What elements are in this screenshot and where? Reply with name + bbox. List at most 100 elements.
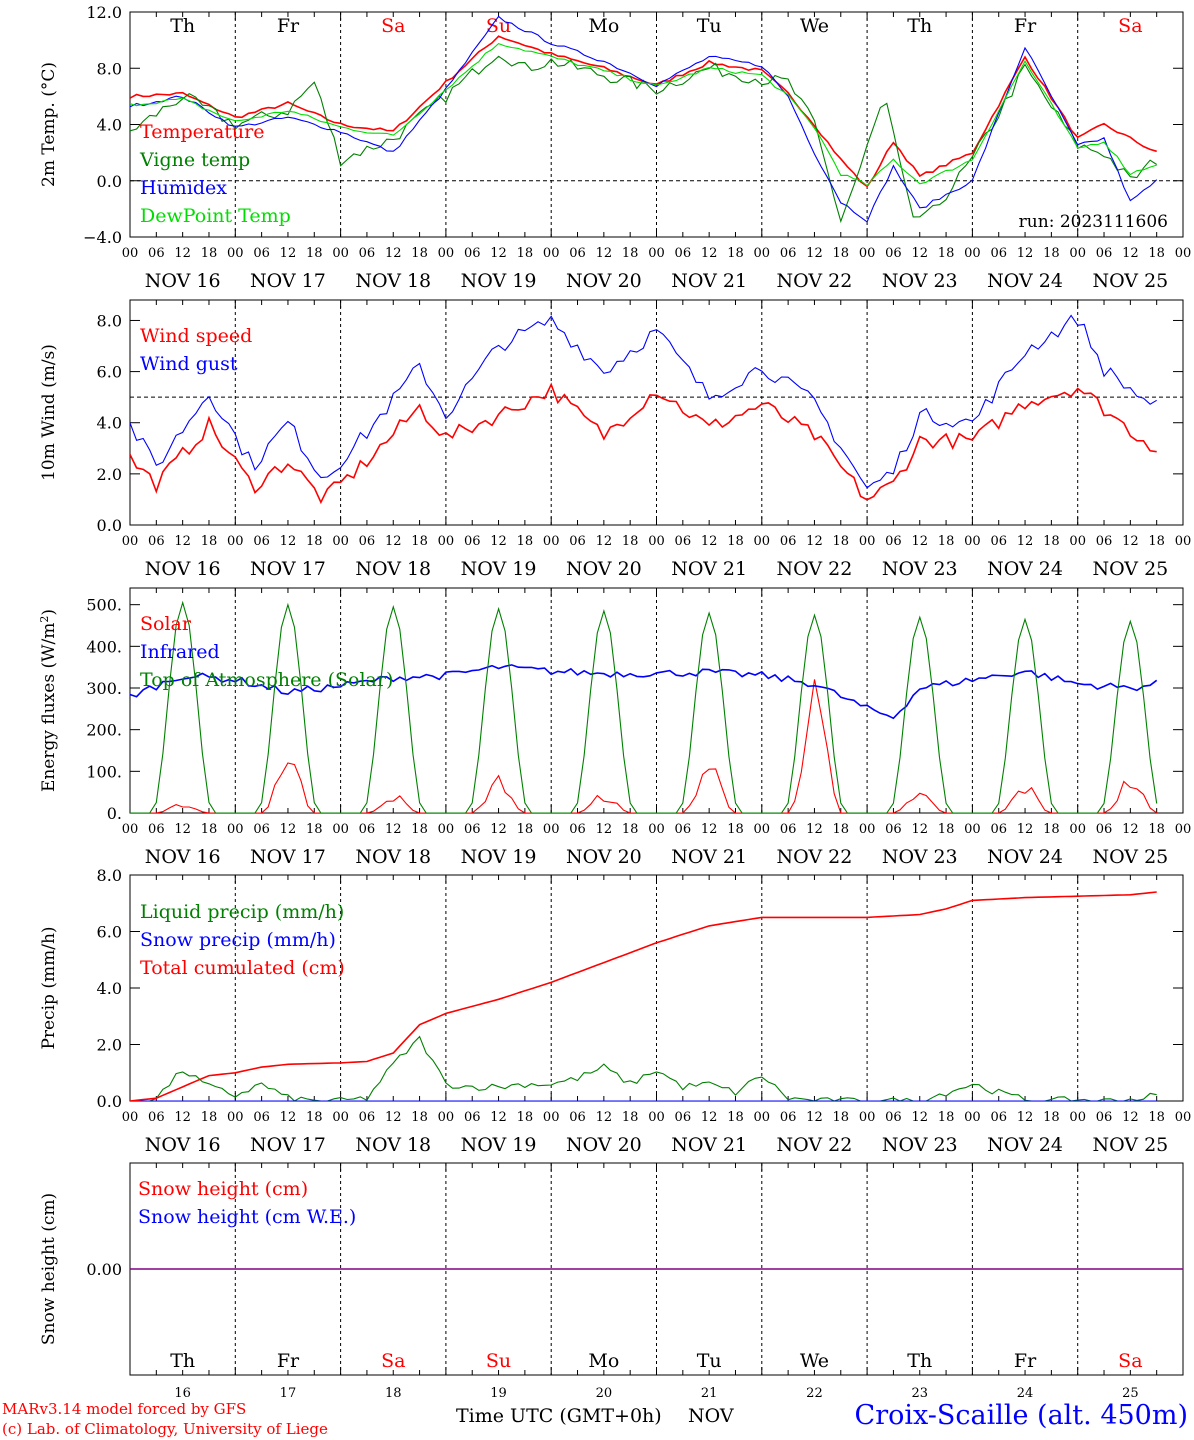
- date-label: NOV 16: [145, 270, 221, 292]
- date-label: NOV 18: [355, 846, 431, 868]
- date-label: NOV 25: [1092, 270, 1168, 292]
- date-label: NOV 19: [461, 558, 537, 580]
- y-tick-label: 4.0: [97, 979, 122, 998]
- hour-tick-label: 12: [174, 534, 191, 549]
- y-axis-label: Precip (mm/h): [39, 926, 59, 1049]
- hour-tick-label: 00: [648, 534, 665, 549]
- date-label: NOV 21: [671, 1134, 747, 1156]
- weekday-label: Mo: [588, 1350, 619, 1372]
- date-label: NOV 20: [566, 558, 642, 580]
- hour-tick-label: 00: [438, 822, 455, 837]
- lab-credit: (c) Lab. of Climatology, University of L…: [2, 1420, 328, 1438]
- date-label: NOV 24: [987, 558, 1063, 580]
- hour-tick-label: 12: [1122, 1110, 1139, 1125]
- weekday-label: Su: [486, 1350, 511, 1372]
- hour-tick-label: 12: [490, 246, 507, 261]
- hour-tick-label: 18: [727, 1110, 744, 1125]
- y-tick-label: 400.: [86, 637, 122, 656]
- hour-tick-label: 00: [227, 1110, 244, 1125]
- hour-tick-label: 00: [1069, 534, 1086, 549]
- hour-tick-label: 00: [964, 246, 981, 261]
- series-line-solar: [130, 679, 1158, 813]
- hour-tick-label: 06: [675, 1110, 692, 1125]
- legend-entry: Snow precip (mm/h): [140, 929, 336, 951]
- hour-tick-label: 12: [1122, 822, 1139, 837]
- date-label: NOV 16: [145, 558, 221, 580]
- y-tick-label: 0.0: [97, 172, 122, 191]
- date-label: NOV 22: [777, 846, 853, 868]
- hour-tick-label: 18: [411, 1110, 428, 1125]
- legend-entry: Top of Atmosphere (Solar): [140, 669, 393, 691]
- hour-tick-label: 12: [174, 1110, 191, 1125]
- hour-tick-label: 06: [359, 822, 376, 837]
- hour-tick-label: 12: [806, 534, 823, 549]
- weekday-label: Th: [907, 15, 932, 37]
- hour-tick-label: 06: [780, 246, 797, 261]
- hour-tick-label: 06: [569, 1110, 586, 1125]
- hour-tick-label: 18: [517, 822, 534, 837]
- hour-tick-label: 18: [833, 822, 850, 837]
- legend-entry: DewPoint Temp: [140, 205, 291, 227]
- hour-tick-label: 06: [464, 246, 481, 261]
- hour-tick-label: 00: [438, 534, 455, 549]
- hour-tick-label: 18: [622, 822, 639, 837]
- hour-tick-label: 06: [148, 822, 165, 837]
- hour-tick-label: 18: [1043, 1110, 1060, 1125]
- hour-tick-label: 06: [569, 246, 586, 261]
- series-line-dewpoint-temp: [130, 42, 1157, 187]
- hour-tick-label: 12: [280, 822, 297, 837]
- hour-tick-label: 06: [1096, 822, 1113, 837]
- hour-tick-label: 18: [1148, 1110, 1165, 1125]
- hour-tick-label: 00: [227, 246, 244, 261]
- day-number-label: 17: [280, 1386, 297, 1401]
- weekday-label: Fr: [277, 15, 300, 37]
- hour-tick-label: 18: [1043, 822, 1060, 837]
- legend-entry: Liquid precip (mm/h): [140, 901, 344, 923]
- date-label: NOV 17: [250, 558, 326, 580]
- legend-entry: Total cumulated (cm): [140, 957, 345, 979]
- date-label: NOV 24: [987, 1134, 1063, 1156]
- hour-tick-label: 00: [754, 534, 771, 549]
- hour-tick-label: 12: [385, 1110, 402, 1125]
- date-label: NOV 21: [671, 558, 747, 580]
- weekday-label: Fr: [1014, 1350, 1037, 1372]
- hour-tick-label: 06: [990, 534, 1007, 549]
- hour-tick-label: 06: [990, 1110, 1007, 1125]
- hour-tick-label: 06: [990, 246, 1007, 261]
- hour-tick-label: 18: [1148, 246, 1165, 261]
- weekday-label: Sa: [381, 15, 405, 37]
- hour-tick-label: 00: [122, 534, 139, 549]
- hour-tick-label: 12: [596, 822, 613, 837]
- date-label: NOV 25: [1092, 558, 1168, 580]
- hour-tick-label: 12: [911, 822, 928, 837]
- hour-tick-label: 06: [780, 822, 797, 837]
- hour-tick-label: 06: [569, 534, 586, 549]
- day-number-label: 24: [1017, 1386, 1034, 1401]
- hour-tick-label: 06: [253, 822, 270, 837]
- day-number-label: 19: [490, 1386, 507, 1401]
- hour-tick-label: 00: [438, 1110, 455, 1125]
- hour-tick-label: 12: [385, 246, 402, 261]
- hour-tick-label: 00: [1069, 1110, 1086, 1125]
- y-tick-label: 0.: [107, 804, 122, 823]
- hour-tick-label: 12: [596, 534, 613, 549]
- hour-tick-label: 00: [754, 1110, 771, 1125]
- hour-tick-label: 18: [411, 246, 428, 261]
- hour-tick-label: 06: [253, 534, 270, 549]
- x-axis-month: NOV: [688, 1405, 734, 1427]
- hour-tick-label: 06: [1096, 246, 1113, 261]
- hour-tick-label: 12: [596, 246, 613, 261]
- hour-tick-label: 18: [306, 246, 323, 261]
- hour-tick-label: 18: [833, 246, 850, 261]
- date-label: NOV 21: [671, 270, 747, 292]
- y-axis-label: Energy fluxes (W/m2): [38, 609, 60, 792]
- hour-tick-label: 12: [385, 822, 402, 837]
- weekday-label: We: [800, 15, 829, 37]
- weekday-label: Sa: [1118, 15, 1142, 37]
- y-tick-label: 8.0: [97, 59, 122, 78]
- hour-tick-label: 00: [648, 822, 665, 837]
- hour-tick-label: 18: [938, 246, 955, 261]
- hour-tick-label: 06: [990, 822, 1007, 837]
- y-tick-label: 500.: [86, 596, 122, 615]
- y-tick-label: 6.0: [97, 923, 122, 942]
